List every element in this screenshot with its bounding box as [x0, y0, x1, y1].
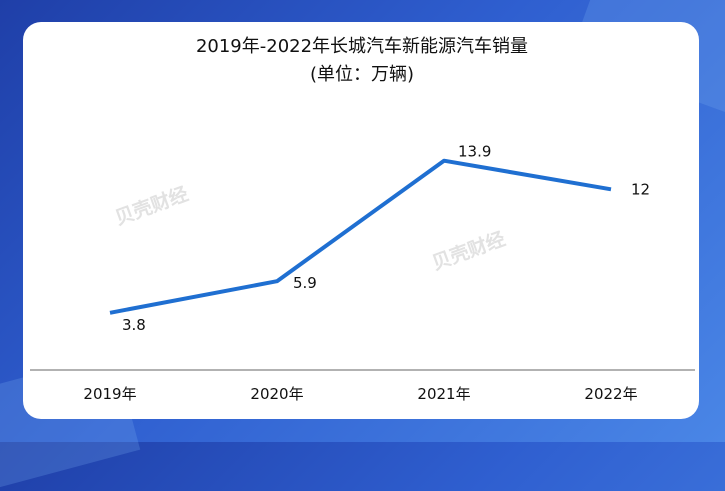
x-tick-label: 2022年	[584, 385, 637, 403]
line-chart: 2019年-2022年长城汽车新能源汽车销量 (单位：万辆) 贝壳财经 贝壳财经…	[30, 36, 695, 403]
series-line	[109, 158, 612, 315]
data-label: 12	[631, 180, 650, 198]
x-tick-label: 2020年	[250, 385, 303, 403]
watermark: 贝壳财经	[429, 227, 508, 275]
watermark: 贝壳财经	[112, 182, 191, 230]
data-label: 3.8	[122, 316, 146, 334]
data-label: 5.9	[293, 274, 317, 292]
data-label: 13.9	[458, 143, 491, 161]
x-tick-label: 2019年	[83, 385, 136, 403]
x-tick-label: 2021年	[417, 385, 470, 403]
chart-title: 2019年-2022年长城汽车新能源汽车销量	[196, 36, 528, 57]
chart-subtitle: (单位：万辆)	[310, 64, 414, 85]
